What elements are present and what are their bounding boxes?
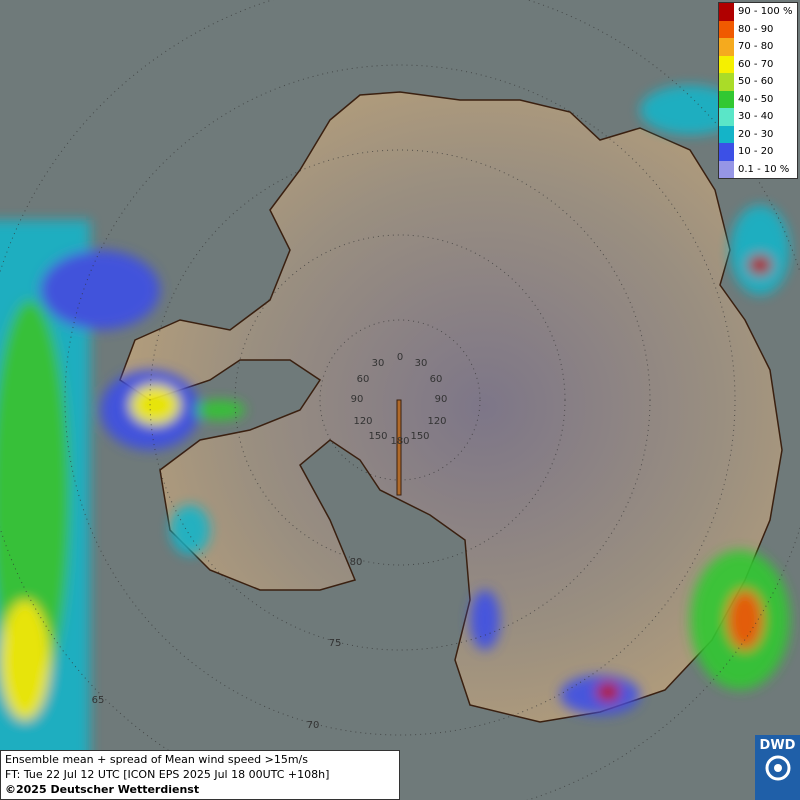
logo-text: DWD [759, 738, 796, 753]
legend-item: 30 - 40 [719, 108, 797, 126]
meridian-label: 150 [410, 431, 429, 442]
legend-item: 80 - 90 [719, 20, 797, 38]
info-line: ©2025 Deutscher Wetterdienst [5, 783, 200, 796]
wind-probability [0, 85, 790, 780]
legend-item: 60 - 70 [719, 55, 797, 73]
info-line: FT: Tue 22 Jul 12 UTC [ICON EPS 2025 Jul… [5, 768, 330, 781]
legend-swatch [719, 143, 734, 161]
info-box: Ensemble mean + spread of Mean wind spee… [0, 750, 400, 800]
legend-swatch [719, 20, 734, 38]
parallel-label: 80 [350, 557, 363, 568]
ice-shelf-line [396, 399, 402, 496]
legend-label: 40 - 50 [738, 93, 774, 105]
legend-item: 20 - 30 [719, 125, 797, 143]
legend: 90 - 100 % 80 - 90 70 - 80 60 - 70 50 - 60 40… [718, 2, 798, 179]
parallel-label: 75 [329, 638, 342, 649]
field [640, 85, 740, 135]
meridian-label: 120 [353, 416, 372, 427]
meridian-label: 120 [427, 416, 446, 427]
legend-swatch [719, 108, 734, 126]
legend-label: 30 - 40 [738, 111, 774, 123]
parallel-label: 70 [307, 720, 320, 731]
field [596, 682, 620, 702]
field [40, 250, 160, 330]
legend-label: 20 - 30 [738, 128, 774, 140]
meridian-label: 60 [357, 374, 370, 385]
legend-swatch [719, 38, 734, 56]
field [0, 300, 70, 700]
legend-item: 50 - 60 [719, 73, 797, 91]
legend-swatch [719, 55, 734, 73]
meridian-label: 150 [368, 431, 387, 442]
logo-icon [765, 755, 790, 781]
parallel [149, 149, 651, 651]
field [730, 205, 790, 295]
legend-swatch [719, 125, 734, 143]
legend-item: 10 - 20 [719, 143, 797, 161]
legend-label: 60 - 70 [738, 58, 774, 70]
legend-swatch [719, 160, 734, 178]
legend-label: 70 - 80 [738, 41, 774, 53]
meridian-label: 30 [415, 358, 428, 369]
meridian-label: 30 [372, 358, 385, 369]
legend-label: 0.1 - 10 % [738, 163, 790, 175]
legend-label: 90 - 100 % [738, 6, 793, 18]
field [470, 590, 500, 650]
meridian-label: 0 [397, 352, 403, 363]
parallel-label: 65 [92, 695, 105, 706]
legend-label: 10 - 20 [738, 146, 774, 158]
field [0, 600, 50, 720]
meridian-label: 180 [390, 436, 409, 447]
legend-swatch [719, 90, 734, 108]
field [130, 385, 180, 425]
field [727, 590, 763, 650]
legend-swatch [719, 3, 734, 21]
parallel [64, 64, 736, 736]
field [170, 505, 210, 555]
legend-item: 40 - 50 [719, 90, 797, 108]
legend-item: 70 - 80 [719, 38, 797, 56]
meridian-label: 60 [430, 374, 443, 385]
legend-label: 80 - 90 [738, 23, 774, 35]
legend-label: 50 - 60 [738, 76, 774, 88]
field [748, 255, 772, 275]
info-line: Ensemble mean + spread of Mean wind spee… [5, 753, 308, 766]
meridian-label: 90 [435, 394, 448, 405]
logo: DWD [755, 735, 800, 800]
legend-item: 0.1 - 10 % [719, 160, 797, 178]
legend-item: 90 - 100 % [719, 3, 797, 21]
meridian-label: 90 [351, 394, 364, 405]
field [195, 400, 245, 420]
legend-swatch [719, 73, 734, 91]
parallel [234, 234, 566, 566]
